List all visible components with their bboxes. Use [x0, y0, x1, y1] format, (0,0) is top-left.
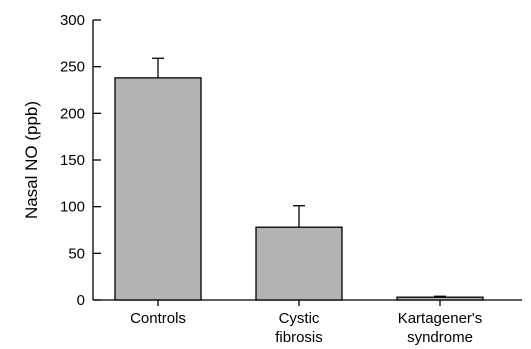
bar: [255, 226, 343, 301]
x-tick-label: Cystic fibrosis: [275, 310, 323, 346]
bar: [396, 296, 484, 301]
x-tick-label-line: Kartagener's: [398, 310, 483, 327]
y-tick-label: 0: [77, 292, 85, 309]
x-tick-label-line: Cystic: [279, 310, 320, 327]
y-axis: 0 50 100 150 200 250 300: [60, 12, 101, 309]
y-axis-label: Nasal NO (ppb): [22, 101, 41, 219]
x-tick-label-line: syndrome: [407, 329, 473, 346]
x-ticks: Controls Cystic fibrosis Kartagener's syndro…: [130, 300, 482, 346]
y-ticks: 0 50 100 150 200 250 300: [60, 12, 101, 309]
x-tick-label: Kartagener's syndrome: [398, 310, 483, 346]
y-tick-label: 50: [68, 245, 85, 262]
y-tick-label: 250: [60, 59, 85, 76]
y-tick-label: 300: [60, 12, 85, 29]
error-bars: [152, 57, 446, 298]
x-tick-label-line: fibrosis: [275, 329, 323, 346]
x-tick-label-line: Controls: [130, 310, 186, 327]
bars: [114, 77, 484, 301]
x-tick-label: Controls: [130, 310, 186, 327]
y-tick-label: 150: [60, 152, 85, 169]
y-tick-label: 100: [60, 199, 85, 216]
x-axis: Controls Cystic fibrosis Kartagener's syndro…: [93, 299, 522, 346]
y-tick-label: 200: [60, 105, 85, 122]
bar: [114, 77, 202, 301]
